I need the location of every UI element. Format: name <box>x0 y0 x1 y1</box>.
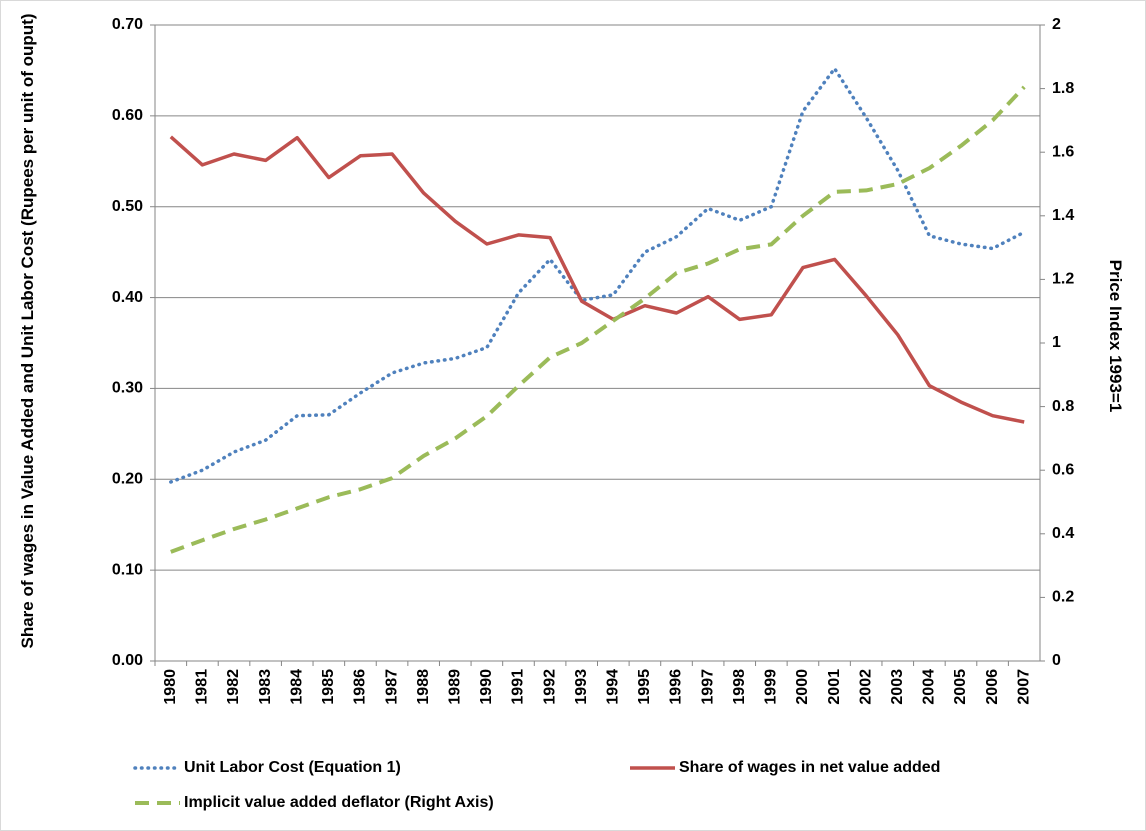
x-tick-label: 2007 <box>1015 669 1032 705</box>
x-tick-label: 1989 <box>446 669 463 705</box>
y2-tick-label: 1 <box>1052 334 1061 351</box>
x-tick-label: 2000 <box>794 669 811 705</box>
y-tick-label: 0.50 <box>112 198 143 215</box>
x-tick-label: 2006 <box>984 669 1001 705</box>
x-tick-label: 1997 <box>699 669 716 705</box>
x-tick-label: 1987 <box>383 669 400 705</box>
y-tick-label: 0.70 <box>112 16 143 33</box>
y2-tick-label: 1.4 <box>1052 207 1074 224</box>
x-tick-label: 1990 <box>478 669 495 705</box>
x-tick-label: 1995 <box>636 669 653 705</box>
y-tick-label: 0.20 <box>112 471 143 488</box>
x-tick-label: 2004 <box>921 669 938 705</box>
x-tick-label: 1992 <box>541 669 558 705</box>
x-tick-label: 1993 <box>573 669 590 705</box>
legend-label: Implicit value added deflator (Right Axi… <box>184 794 494 811</box>
y2-tick-label: 1.6 <box>1052 143 1074 160</box>
y2-axis-title: Price Index 1993=1 <box>1106 259 1125 413</box>
x-tick-label: 1981 <box>194 669 211 705</box>
x-tick-label: 1983 <box>257 669 274 705</box>
y-tick-label: 0.00 <box>112 652 143 669</box>
x-tick-label: 1988 <box>415 669 432 705</box>
x-tick-label: 1998 <box>731 669 748 705</box>
x-tick-label: 2005 <box>952 669 969 705</box>
y2-tick-label: 1.8 <box>1052 80 1074 97</box>
x-tick-label: 1982 <box>225 669 242 705</box>
y2-tick-label: 0.4 <box>1052 525 1074 542</box>
y2-tick-label: 0.6 <box>1052 461 1074 478</box>
y-tick-label: 0.10 <box>112 561 143 578</box>
y-axis-title: Share of wages in Value Added and Unit L… <box>18 13 37 649</box>
x-tick-label: 1999 <box>763 669 780 705</box>
legend-label: Unit Labor Cost (Equation 1) <box>184 759 401 776</box>
x-tick-label: 1996 <box>668 669 685 705</box>
x-tick-label: 1994 <box>605 669 622 705</box>
x-tick-label: 1984 <box>288 669 305 705</box>
x-tick-label: 1985 <box>320 669 337 705</box>
x-tick-label: 1986 <box>352 669 369 705</box>
y-tick-label: 0.30 <box>112 380 143 397</box>
legend-label: Share of wages in net value added <box>679 759 940 776</box>
y2-tick-label: 0.8 <box>1052 398 1074 415</box>
x-tick-label: 2002 <box>857 669 874 705</box>
x-tick-label: 2003 <box>889 669 906 705</box>
x-tick-label: 1980 <box>162 669 179 705</box>
series-line <box>169 135 1025 424</box>
y-tick-label: 0.60 <box>112 107 143 124</box>
y2-tick-label: 0 <box>1052 652 1061 669</box>
x-tick-label: 2001 <box>826 669 843 705</box>
y-tick-label: 0.40 <box>112 289 143 306</box>
series-line <box>169 66 1026 484</box>
y2-tick-label: 0.2 <box>1052 589 1074 606</box>
y2-tick-label: 1.2 <box>1052 271 1074 288</box>
y2-tick-label: 2 <box>1052 16 1061 33</box>
x-tick-label: 1991 <box>510 669 527 705</box>
series-line <box>170 85 1026 554</box>
